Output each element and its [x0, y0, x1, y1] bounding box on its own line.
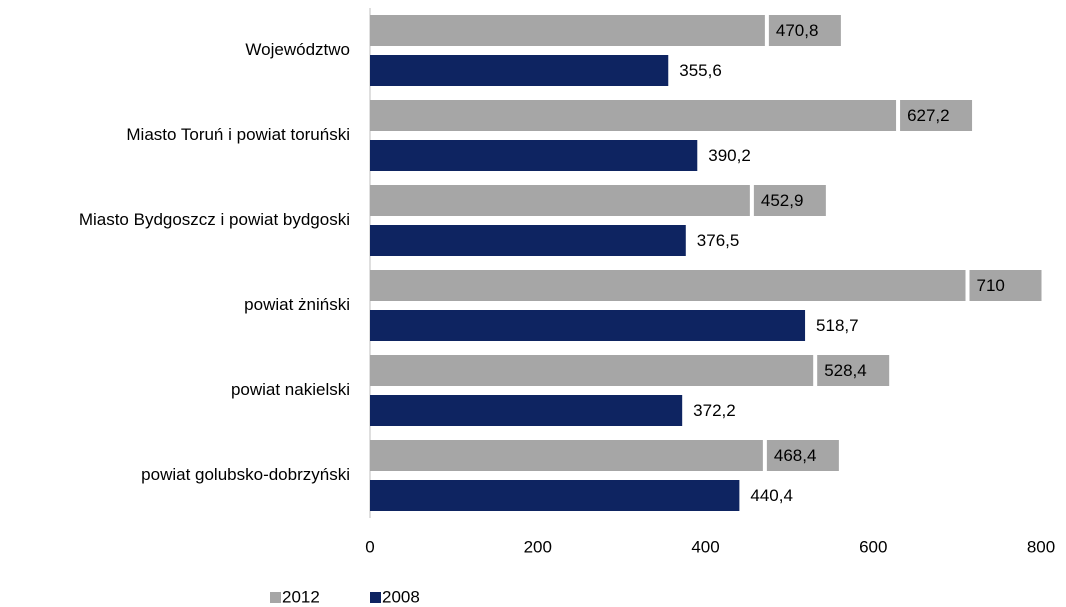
value-label: 528,4 [824, 361, 867, 380]
bar [370, 55, 669, 86]
bar [370, 140, 698, 171]
x-tick-label: 200 [524, 537, 552, 556]
y-tick-label: Miasto Toruń i powiat toruński [126, 125, 350, 144]
value-label: 468,4 [774, 446, 817, 465]
value-label: 376,5 [697, 231, 740, 250]
bar [370, 15, 765, 46]
bar [370, 185, 750, 216]
label-box [900, 100, 973, 131]
y-tick-label: powiat golubsko-dobrzyński [141, 465, 350, 484]
legend-swatch [270, 592, 281, 603]
value-label: 470,8 [776, 21, 819, 40]
bar [370, 100, 897, 131]
value-label: 390,2 [708, 146, 751, 165]
x-tick-label: 600 [859, 537, 887, 556]
legend-label: 2008 [382, 587, 420, 606]
bar [370, 225, 686, 256]
y-tick-label: Województwo [245, 40, 350, 59]
label-box [969, 270, 1042, 301]
y-tick-label: powiat żniński [244, 295, 350, 314]
bar [370, 440, 763, 471]
value-label: 440,4 [750, 486, 793, 505]
value-label: 627,2 [907, 106, 950, 125]
x-tick-label: 800 [1027, 537, 1055, 556]
value-label: 452,9 [761, 191, 804, 210]
y-tick-label: powiat nakielski [231, 380, 350, 399]
label-box [817, 355, 890, 386]
bar [370, 395, 683, 426]
x-tick-label: 0 [365, 537, 374, 556]
label-box [766, 440, 839, 471]
legend-swatch [370, 592, 381, 603]
value-label: 355,6 [679, 61, 722, 80]
bar [370, 270, 966, 301]
bar [370, 310, 806, 341]
label-box [753, 185, 826, 216]
label-box [768, 15, 841, 46]
bar [370, 480, 740, 511]
value-label: 518,7 [816, 316, 859, 335]
value-label: 372,2 [693, 401, 736, 420]
x-tick-label: 400 [691, 537, 719, 556]
legend-label: 2012 [282, 587, 320, 606]
value-label: 710 [977, 276, 1005, 295]
y-tick-label: Miasto Bydgoszcz i powiat bydgoski [79, 210, 350, 229]
bar [370, 355, 814, 386]
